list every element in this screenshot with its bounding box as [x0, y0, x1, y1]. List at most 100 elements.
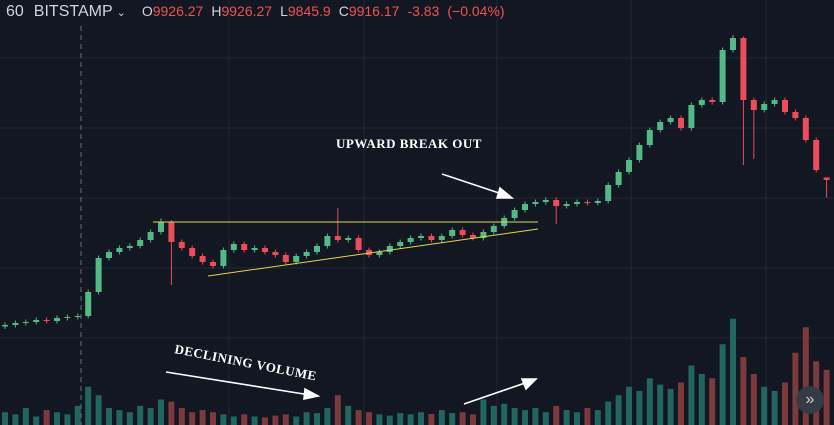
- volume-bar: [168, 401, 175, 425]
- candle-body: [438, 236, 445, 240]
- candle-body: [22, 322, 29, 323]
- volume-bar: [470, 414, 476, 425]
- volume-bar: [574, 412, 580, 425]
- volume-bar: [95, 395, 102, 425]
- volume-bar: [438, 410, 445, 425]
- volume-bar: [220, 414, 227, 425]
- volume-bar: [376, 414, 383, 425]
- volume-bar: [688, 365, 695, 425]
- volume-bar: [407, 414, 414, 425]
- candle-body: [584, 202, 591, 203]
- candle-body: [106, 252, 112, 258]
- candle-body: [272, 252, 279, 255]
- volume-bar: [636, 391, 643, 425]
- volume-bar: [251, 416, 258, 425]
- candle-body: [230, 244, 237, 250]
- field-value: 9926.27: [152, 3, 204, 19]
- candle-body: [33, 320, 40, 322]
- candle-body: [303, 252, 310, 256]
- volume-bar: [22, 408, 29, 425]
- candle-body: [366, 250, 372, 255]
- volume-bar: [802, 327, 809, 425]
- volume-bar: [126, 412, 133, 425]
- volume-bar: [314, 413, 320, 425]
- exchange[interactable]: BITSTAMP: [33, 3, 113, 20]
- candle-body: [126, 246, 133, 248]
- candle-body: [626, 160, 632, 172]
- candle-body: [792, 112, 799, 118]
- field-label: L: [280, 3, 288, 19]
- volume-bar: [522, 410, 528, 425]
- chevron[interactable]: ⌄: [116, 7, 126, 19]
- triangle-lines: [153, 221, 539, 277]
- volume-bar: [33, 416, 40, 425]
- candle-body: [251, 248, 258, 250]
- candle-body: [522, 204, 528, 210]
- volume-bar: [116, 410, 123, 425]
- volume-bar: [667, 388, 674, 425]
- volume-bar: [698, 374, 705, 425]
- field-value: 9845.9: [287, 3, 331, 19]
- volume-bar: [480, 399, 487, 425]
- candle-body: [813, 140, 820, 170]
- scroll-to-realtime-button[interactable]: »: [796, 386, 824, 414]
- candle-body: [657, 122, 664, 130]
- candle-body: [168, 222, 175, 242]
- volume-bar: [241, 414, 248, 425]
- volume-bar: [553, 405, 560, 425]
- candle-body: [459, 230, 466, 235]
- candle-body: [407, 238, 414, 242]
- candle-body: [376, 252, 383, 255]
- volume-bar: [730, 318, 736, 425]
- volume-bar: [158, 399, 164, 425]
- candle-body: [324, 236, 331, 246]
- volume-bar: [366, 412, 372, 425]
- volume-bar: [678, 382, 684, 425]
- volume-bar: [272, 415, 279, 425]
- volume-bar: [594, 410, 601, 425]
- candle-body: [511, 210, 518, 218]
- volume-bar: [490, 405, 497, 425]
- volume-bar: [709, 378, 716, 425]
- candle-body: [262, 248, 268, 252]
- candle-body: [12, 323, 19, 325]
- volume-bar: [584, 408, 591, 425]
- volume-bar: [501, 403, 508, 425]
- volume-bar: [85, 386, 92, 425]
- candle-body: [646, 130, 653, 145]
- field-value: 9926.27: [221, 3, 273, 19]
- volume-bar: [303, 412, 310, 425]
- volume-bar: [626, 386, 632, 425]
- field-label: O: [141, 3, 153, 19]
- volume-bar: [54, 412, 60, 425]
- volume-bar: [542, 412, 549, 425]
- volume-bar: [137, 405, 144, 425]
- ohlc-fields: O9926.27 H9926.27 L9845.9 C9916.17: [142, 3, 408, 19]
- volume-bar: [428, 413, 435, 425]
- candle-body: [574, 202, 580, 204]
- candle-body: [605, 185, 612, 201]
- volume-bar: [64, 414, 71, 425]
- volume-bar: [147, 408, 154, 425]
- candle-body: [553, 200, 560, 206]
- candle-body: [428, 236, 435, 240]
- candle-body: [594, 201, 601, 203]
- candle-body: [355, 238, 362, 250]
- candle-body: [293, 256, 300, 262]
- candle-body: [64, 317, 71, 318]
- candle-body: [678, 118, 684, 128]
- volume-bar: [719, 344, 726, 425]
- interval[interactable]: 60: [6, 3, 24, 20]
- volume-bar: [657, 384, 664, 425]
- candle-body: [667, 118, 674, 122]
- candle-body: [386, 246, 393, 252]
- volume-bar: [563, 410, 570, 425]
- candle-body: [345, 238, 352, 240]
- volume-bar: [740, 357, 747, 425]
- field-value: 9916.17: [348, 3, 400, 19]
- volume-bar: [355, 410, 362, 425]
- candle-body: [532, 202, 539, 204]
- candle-body: [771, 100, 778, 104]
